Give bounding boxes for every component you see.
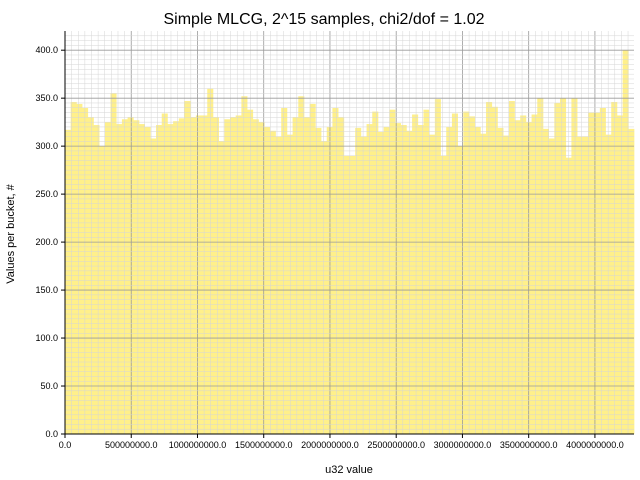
histogram-bar bbox=[429, 134, 436, 434]
histogram-bar bbox=[201, 115, 208, 434]
histogram-bar bbox=[195, 115, 202, 434]
x-tick-label: 1500000000.0 bbox=[235, 440, 293, 450]
histogram-bar bbox=[588, 112, 595, 434]
x-tick-label: 500000000.0 bbox=[105, 440, 158, 450]
histogram-bar bbox=[121, 119, 128, 434]
histogram-bar bbox=[184, 101, 191, 435]
histogram-bar bbox=[520, 115, 527, 434]
histogram-bar bbox=[286, 134, 293, 434]
x-tick-label: 0.0 bbox=[59, 440, 72, 450]
x-tick-label: 2500000000.0 bbox=[367, 440, 425, 450]
histogram-bar bbox=[156, 125, 163, 434]
y-ticks: 0.0 50.0 100.0 150.0 200.0 250.0 300.0 350.0 400… bbox=[35, 45, 65, 439]
histogram-bar bbox=[548, 138, 555, 434]
histogram-bar bbox=[628, 128, 635, 434]
histogram-bar bbox=[133, 120, 140, 435]
histogram-bar bbox=[611, 102, 618, 434]
histogram-bar bbox=[594, 112, 601, 434]
histogram-bar bbox=[491, 106, 498, 435]
histogram-bar bbox=[309, 103, 316, 435]
histogram-bar bbox=[531, 114, 538, 434]
x-tick-label: 3500000000.0 bbox=[500, 440, 558, 450]
histogram-bar bbox=[468, 116, 476, 435]
histogram-bar bbox=[93, 125, 100, 434]
histogram-bar bbox=[110, 93, 117, 435]
y-tick-label: 300.0 bbox=[35, 141, 58, 151]
histogram-bar bbox=[412, 114, 419, 434]
histogram-bar bbox=[542, 128, 549, 434]
histogram-bar bbox=[247, 109, 254, 435]
histogram-bar bbox=[503, 135, 510, 434]
histogram-bar bbox=[423, 109, 430, 435]
x-tick-label: 3000000000.0 bbox=[434, 440, 492, 450]
histogram-bar bbox=[554, 102, 561, 435]
histogram-bar bbox=[605, 134, 612, 434]
x-axis-label: u32 value bbox=[325, 464, 373, 476]
histogram-bar bbox=[395, 123, 402, 435]
y-tick-label: 400.0 bbox=[35, 45, 58, 55]
y-tick-label: 250.0 bbox=[35, 189, 58, 199]
y-tick-label: 0.0 bbox=[45, 429, 58, 439]
histogram-bar bbox=[65, 129, 72, 434]
histogram-bar bbox=[565, 157, 572, 434]
histogram-bar bbox=[315, 127, 322, 434]
histogram-bar bbox=[104, 122, 111, 435]
x-tick-label: 4000000000.0 bbox=[566, 440, 624, 450]
histogram-bar bbox=[178, 118, 185, 434]
histogram-bar bbox=[616, 115, 623, 434]
y-tick-label: 350.0 bbox=[35, 93, 58, 103]
histogram-bar bbox=[116, 124, 123, 434]
histogram-bar bbox=[258, 122, 265, 435]
histogram-bar bbox=[298, 96, 305, 434]
histogram-bar bbox=[218, 141, 225, 434]
histogram-bar bbox=[400, 125, 407, 434]
histogram-bar bbox=[514, 120, 521, 435]
histogram-bar bbox=[252, 119, 259, 434]
y-axis-label: Values per bucket, # bbox=[5, 183, 17, 283]
histogram-bar bbox=[241, 96, 248, 434]
histogram-bar bbox=[372, 111, 379, 434]
histogram-bar bbox=[463, 111, 470, 434]
histogram-bar bbox=[224, 119, 231, 434]
chart-title: Simple MLCG, 2^15 samples, chi2/dof = 1.… bbox=[164, 11, 485, 28]
y-tick-label: 50.0 bbox=[40, 381, 58, 391]
histogram-bar bbox=[321, 141, 328, 434]
histogram-bar bbox=[70, 102, 77, 434]
histogram-bar bbox=[508, 101, 515, 435]
grid-layer bbox=[65, 31, 634, 434]
histogram-bar bbox=[76, 103, 83, 435]
histogram-bar bbox=[167, 124, 174, 434]
histogram-bar bbox=[417, 125, 424, 434]
x-ticks: 0.0 500000000.0 1000000000.0 1500000000.0 20… bbox=[59, 434, 624, 450]
histogram-bar bbox=[235, 115, 242, 434]
histogram-bar bbox=[355, 127, 362, 434]
histogram-bar bbox=[269, 130, 276, 435]
histogram-bar bbox=[161, 113, 168, 435]
histogram-bar bbox=[138, 124, 146, 434]
histogram-bar bbox=[497, 127, 504, 434]
histogram-bar bbox=[434, 99, 441, 434]
y-tick-label: 200.0 bbox=[35, 237, 58, 247]
histogram-bar bbox=[480, 133, 487, 435]
histogram-bar bbox=[173, 121, 180, 434]
x-tick-label: 1000000000.0 bbox=[169, 440, 227, 450]
x-tick-label: 2000000000.0 bbox=[301, 440, 359, 450]
histogram-bar bbox=[150, 138, 157, 434]
y-tick-label: 150.0 bbox=[35, 285, 58, 295]
histogram-bar bbox=[389, 109, 396, 435]
histogram-bar bbox=[377, 131, 384, 434]
y-tick-label: 100.0 bbox=[35, 333, 58, 343]
histogram-bar bbox=[451, 113, 458, 435]
